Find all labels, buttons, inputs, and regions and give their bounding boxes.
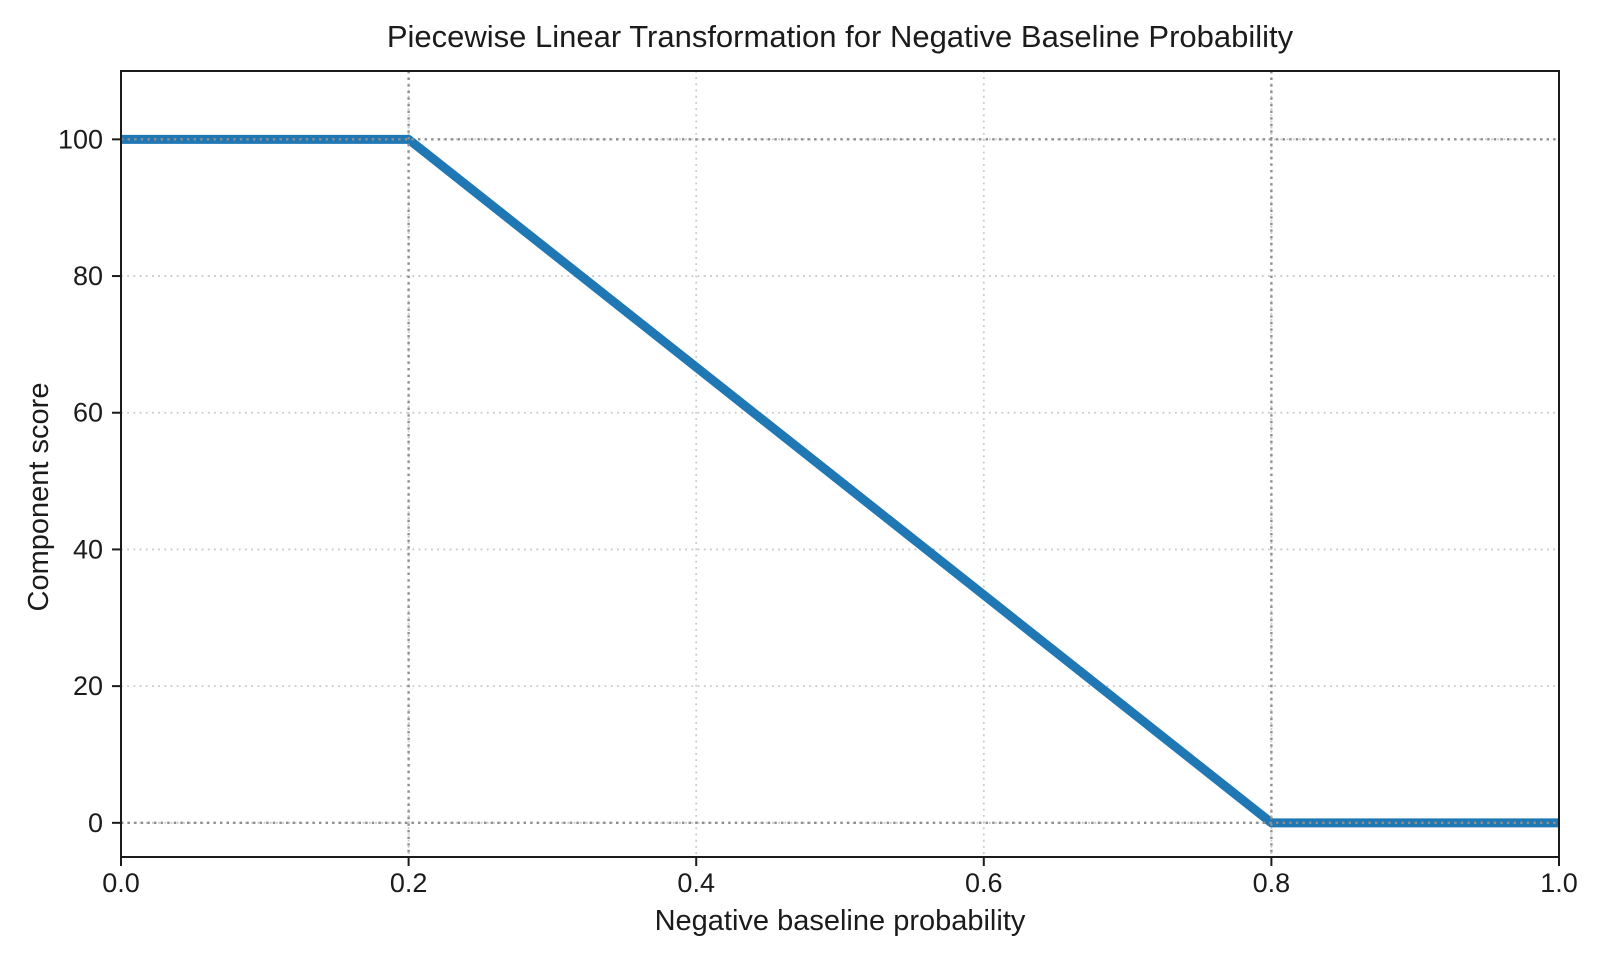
x-axis-label: Negative baseline probability [655,905,1026,937]
x-tick-label: 0.4 [677,868,715,898]
y-tick-label: 0 [88,808,103,838]
series-layer [121,134,1559,828]
reference-line-layer [121,71,1559,857]
plot-border [120,70,1560,858]
axes-layer: 0.0 0.2 0.4 0.6 0.8 1.0 0 20 40 60 80 100 [58,70,1578,898]
y-tick-label: 80 [73,261,103,291]
x-tick-label: 1.0 [1540,868,1578,898]
x-tick-label: 0.6 [965,868,1003,898]
y-tick-label: 60 [73,398,103,428]
x-tick-label: 0.8 [1253,868,1291,898]
x-tick-label: 0.2 [390,868,428,898]
y-tick-label: 20 [73,671,103,701]
y-axis-label: Component score [23,383,55,612]
x-tick-label: 0.0 [102,868,140,898]
chart-title: Piecewise Linear Transformation for Nega… [387,19,1294,54]
gridline-layer [120,71,1560,857]
series-line [121,134,1559,828]
y-tick-label: 100 [58,124,103,154]
y-tick-label: 40 [73,534,103,564]
